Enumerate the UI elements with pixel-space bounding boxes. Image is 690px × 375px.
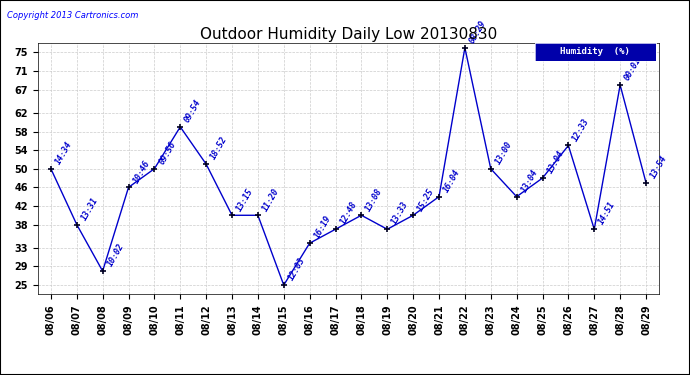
Text: 13:04: 13:04 <box>520 168 540 194</box>
Text: 00:01: 00:01 <box>623 56 643 82</box>
Text: 13:31: 13:31 <box>79 196 100 222</box>
Text: 10:02: 10:02 <box>106 242 126 268</box>
Text: Copyright 2013 Cartronics.com: Copyright 2013 Cartronics.com <box>7 11 138 20</box>
Text: 09:56: 09:56 <box>157 140 177 166</box>
Text: 13:33: 13:33 <box>390 200 411 226</box>
Text: 16:19: 16:19 <box>313 214 333 240</box>
Title: Outdoor Humidity Daily Low 20130830: Outdoor Humidity Daily Low 20130830 <box>200 27 497 42</box>
Text: 08:29: 08:29 <box>468 19 488 45</box>
Text: 13:04: 13:04 <box>545 149 566 175</box>
Text: 10:46: 10:46 <box>131 158 152 184</box>
Text: 18:52: 18:52 <box>209 135 229 161</box>
Text: 12:48: 12:48 <box>338 200 359 226</box>
Text: 14:34: 14:34 <box>54 140 74 166</box>
Text: 09:54: 09:54 <box>183 98 204 124</box>
Text: 12:03: 12:03 <box>286 256 307 282</box>
Text: 11:20: 11:20 <box>261 186 281 213</box>
Text: 13:15: 13:15 <box>235 186 255 213</box>
Text: 14:51: 14:51 <box>597 200 618 226</box>
Text: 13:54: 13:54 <box>649 154 669 180</box>
Text: 13:00: 13:00 <box>493 140 514 166</box>
Text: 13:08: 13:08 <box>364 186 384 213</box>
Text: 12:33: 12:33 <box>571 117 591 143</box>
Text: 16:04: 16:04 <box>442 168 462 194</box>
Text: 15:25: 15:25 <box>416 186 436 213</box>
